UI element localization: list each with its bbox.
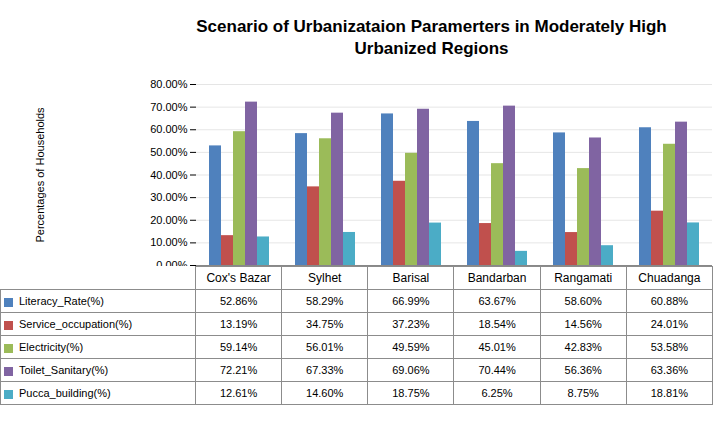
html-text:53.58%: 53.58% <box>650 341 688 353</box>
html-text:Pucca_building(%): Pucca_building(%) <box>19 387 111 399</box>
svg-text:50.00%: 50.00% <box>150 146 188 158</box>
html-text:56.36%: 56.36% <box>564 364 602 376</box>
html-text:24.01%: 24.01% <box>650 318 688 330</box>
html-text:49.59%: 49.59% <box>392 341 430 353</box>
html-text:58.60%: 58.60% <box>564 295 602 307</box>
html-text:37.23%: 37.23% <box>392 318 430 330</box>
svg-text:Percentages of Households: Percentages of Households <box>34 107 46 243</box>
html-text:18.54%: 18.54% <box>478 318 516 330</box>
html-text:Toilet_Sanitary(%): Toilet_Sanitary(%) <box>19 364 109 376</box>
html-text:63.67%: 63.67% <box>478 295 516 307</box>
html-text:Electricity(%): Electricity(%) <box>19 341 84 353</box>
svg-text:40.00%: 40.00% <box>150 169 188 181</box>
html-text:Rangamati: Rangamati <box>554 271 613 285</box>
html-text:67.33%: 67.33% <box>306 364 344 376</box>
svg-text:80.00%: 80.00% <box>150 78 188 90</box>
html-text:34.75%: 34.75% <box>306 318 344 330</box>
html-text:59.14%: 59.14% <box>219 341 258 353</box>
html-text:52.86%: 52.86% <box>219 295 258 307</box>
html-text:Literacy_Rate(%): Literacy_Rate(%) <box>19 295 104 307</box>
html-text:70.44%: 70.44% <box>478 364 516 376</box>
html-text:Bandarban: Bandarban <box>467 271 527 285</box>
svg-text:30.00%: 30.00% <box>150 191 188 203</box>
html-text:8.75%: 8.75% <box>567 387 599 399</box>
svg-text:60.00%: 60.00% <box>150 123 188 135</box>
html-text:Barisal: Barisal <box>392 271 430 285</box>
html-text:Service_occupation(%): Service_occupation(%) <box>19 318 133 330</box>
html-text:18.81%: 18.81% <box>650 387 688 399</box>
html-text:66.99%: 66.99% <box>392 295 430 307</box>
html-text:60.88%: 60.88% <box>650 295 688 307</box>
html-text:12.61%: 12.61% <box>219 387 258 399</box>
html-text:58.29%: 58.29% <box>306 295 344 307</box>
html-text:Sylhet: Sylhet <box>308 271 342 285</box>
html-text:6.25%: 6.25% <box>481 387 513 399</box>
html-text:45.01%: 45.01% <box>478 341 516 353</box>
html-text:Chuadanga: Chuadanga <box>638 271 701 285</box>
svg-text:10.00%: 10.00% <box>150 236 188 248</box>
html-text:18.75%: 18.75% <box>392 387 430 399</box>
svg-text:70.00%: 70.00% <box>150 101 188 113</box>
html-text:63.36%: 63.36% <box>650 364 688 376</box>
html-text:14.56%: 14.56% <box>564 318 602 330</box>
html-text:Cox's Bazar: Cox's Bazar <box>206 271 271 285</box>
svg-text:20.00%: 20.00% <box>150 214 188 226</box>
html-text:14.60%: 14.60% <box>306 387 344 399</box>
html-text:72.21%: 72.21% <box>219 364 258 376</box>
html-text:Scenario of Urbanizataion Para: Scenario of Urbanizataion Paramerters in… <box>196 17 667 58</box>
html-text:42.83%: 42.83% <box>564 341 602 353</box>
html-text:13.19%: 13.19% <box>219 318 258 330</box>
html-text:56.01%: 56.01% <box>306 341 344 353</box>
html-text:69.06%: 69.06% <box>392 364 430 376</box>
svg-text:0.00%: 0.00% <box>156 259 187 266</box>
